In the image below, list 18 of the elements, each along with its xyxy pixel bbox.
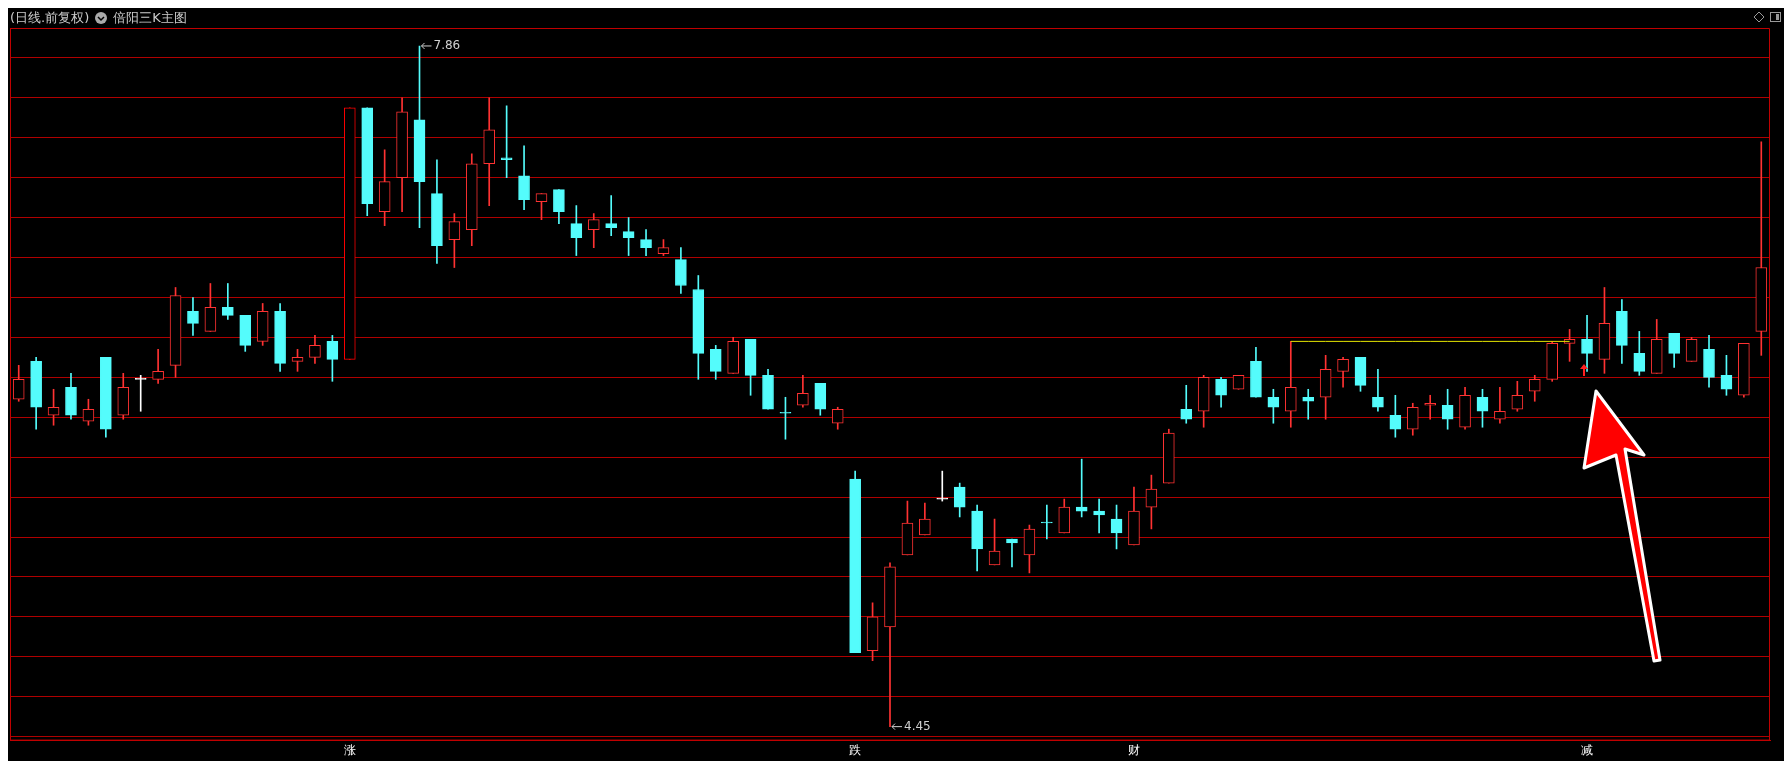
candlestick [936,470,949,502]
candlestick [1494,386,1506,424]
chart-title: (日线.前复权) [10,9,90,27]
annotation: 4.45 [904,718,931,733]
candlestick [152,349,164,384]
chart-subtitle: 倍阳三K主图 [113,9,187,27]
x-tick-label: 跌 [849,742,862,757]
x-tick-label: 减 [1581,742,1594,757]
x-tick-label: 涨 [343,742,356,757]
candlestick [1424,394,1437,420]
candlestick [221,283,234,320]
annotation: 7.86 [433,38,461,53]
x-tick-label: 财 [1127,742,1140,757]
candlestick [605,195,618,236]
candlestick [134,374,147,412]
candlestick [1372,369,1384,412]
candlestick [1302,388,1315,420]
candlestick [1041,504,1053,540]
